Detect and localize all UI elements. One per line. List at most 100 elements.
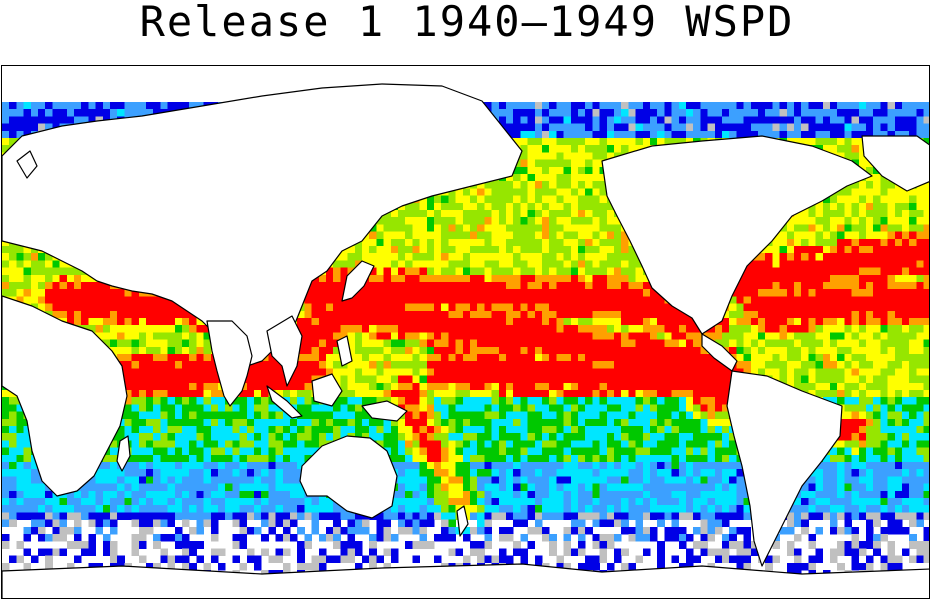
grid-cell bbox=[326, 282, 334, 290]
grid-cell bbox=[635, 332, 644, 340]
grid-cell bbox=[916, 188, 924, 196]
grid-cell bbox=[311, 339, 320, 348]
grid-cell bbox=[448, 274, 456, 283]
grid-cell bbox=[376, 238, 384, 247]
grid-cell bbox=[520, 210, 528, 218]
grid-cell bbox=[657, 102, 665, 110]
grid-cell bbox=[196, 346, 204, 355]
grid-cell bbox=[664, 123, 672, 132]
grid-cell bbox=[542, 102, 550, 110]
grid-cell bbox=[844, 130, 852, 139]
grid-cell bbox=[707, 332, 716, 340]
grid-cell bbox=[484, 181, 492, 189]
grid-cell bbox=[635, 361, 644, 369]
grid-cell bbox=[160, 375, 168, 384]
grid-cell bbox=[318, 354, 327, 362]
grid-cell bbox=[873, 188, 881, 196]
grid-cell bbox=[628, 368, 636, 376]
grid-cell bbox=[801, 102, 809, 110]
grid-cell bbox=[923, 253, 929, 261]
grid-cell bbox=[434, 318, 442, 326]
grid-cell bbox=[902, 318, 910, 326]
grid-cell bbox=[549, 166, 557, 175]
grid-cell bbox=[830, 109, 838, 117]
grid-cell bbox=[534, 210, 543, 218]
grid-cell bbox=[599, 260, 608, 268]
grid-cell bbox=[873, 339, 881, 348]
grid-cell bbox=[830, 368, 838, 376]
grid-cell bbox=[491, 217, 500, 225]
grid-cell bbox=[455, 296, 464, 304]
grid-cell bbox=[174, 102, 183, 110]
grid-cell bbox=[117, 303, 125, 312]
grid-cell bbox=[844, 109, 852, 117]
grid-cell bbox=[837, 138, 845, 146]
grid-cell bbox=[894, 332, 903, 340]
grid-cell bbox=[786, 339, 795, 348]
grid-cell bbox=[131, 102, 140, 110]
grid-cell bbox=[614, 310, 622, 319]
grid-cell bbox=[38, 260, 46, 268]
grid-cell bbox=[621, 231, 629, 240]
grid-cell bbox=[470, 296, 478, 304]
grid-cell bbox=[621, 303, 629, 312]
grid-cell bbox=[858, 361, 867, 369]
grid-cell bbox=[606, 339, 615, 348]
grid-cell bbox=[801, 310, 809, 319]
grid-cell bbox=[506, 253, 514, 261]
grid-cell bbox=[556, 210, 564, 218]
grid-cell bbox=[873, 210, 881, 218]
grid-cell bbox=[59, 267, 68, 276]
grid-cell bbox=[686, 130, 694, 139]
grid-cell bbox=[765, 332, 773, 340]
grid-cell bbox=[333, 354, 341, 362]
grid-cell bbox=[527, 361, 536, 369]
grid-cell bbox=[52, 289, 60, 297]
grid-cell bbox=[434, 238, 442, 247]
grid-cell bbox=[880, 217, 888, 225]
grid-cell bbox=[318, 296, 327, 304]
grid-cell bbox=[851, 346, 860, 355]
grid-cell bbox=[491, 296, 500, 304]
grid-cell bbox=[88, 303, 96, 312]
grid-cell bbox=[520, 188, 528, 196]
grid-cell bbox=[578, 159, 586, 168]
grid-cell bbox=[635, 116, 644, 124]
grid-cell bbox=[376, 282, 384, 290]
grid-cell bbox=[340, 368, 348, 376]
grid-cell bbox=[621, 246, 629, 254]
grid-cell bbox=[362, 346, 370, 355]
grid-cell bbox=[578, 102, 586, 110]
grid-cell bbox=[830, 289, 838, 297]
grid-cell bbox=[758, 354, 766, 362]
grid-cell bbox=[599, 152, 608, 160]
grid-cell bbox=[830, 296, 838, 304]
grid-cell bbox=[542, 289, 550, 297]
grid-cell bbox=[297, 368, 305, 376]
grid-cell bbox=[520, 174, 528, 182]
grid-cell bbox=[585, 159, 593, 168]
grid-cell bbox=[52, 116, 60, 124]
grid-cell bbox=[909, 361, 917, 369]
grid-cell bbox=[434, 246, 442, 254]
grid-cell bbox=[506, 181, 514, 189]
grid-cell bbox=[534, 224, 543, 232]
grid-cell bbox=[45, 123, 53, 132]
grid-cell bbox=[124, 303, 132, 312]
grid-cell bbox=[837, 260, 845, 268]
grid-cell bbox=[657, 310, 665, 319]
grid-cell bbox=[873, 253, 881, 261]
grid-cell bbox=[585, 123, 593, 132]
grid-cell bbox=[844, 267, 852, 276]
grid-cell bbox=[333, 332, 341, 340]
grid-cell bbox=[477, 318, 485, 326]
grid-cell bbox=[650, 310, 658, 319]
grid-cell bbox=[815, 296, 824, 304]
grid-cell bbox=[837, 318, 845, 326]
grid-cell bbox=[390, 210, 399, 218]
grid-cell bbox=[808, 303, 816, 312]
grid-cell bbox=[542, 354, 550, 362]
grid-cell bbox=[894, 325, 903, 333]
grid-cell bbox=[909, 238, 917, 247]
grid-cell bbox=[808, 267, 816, 276]
